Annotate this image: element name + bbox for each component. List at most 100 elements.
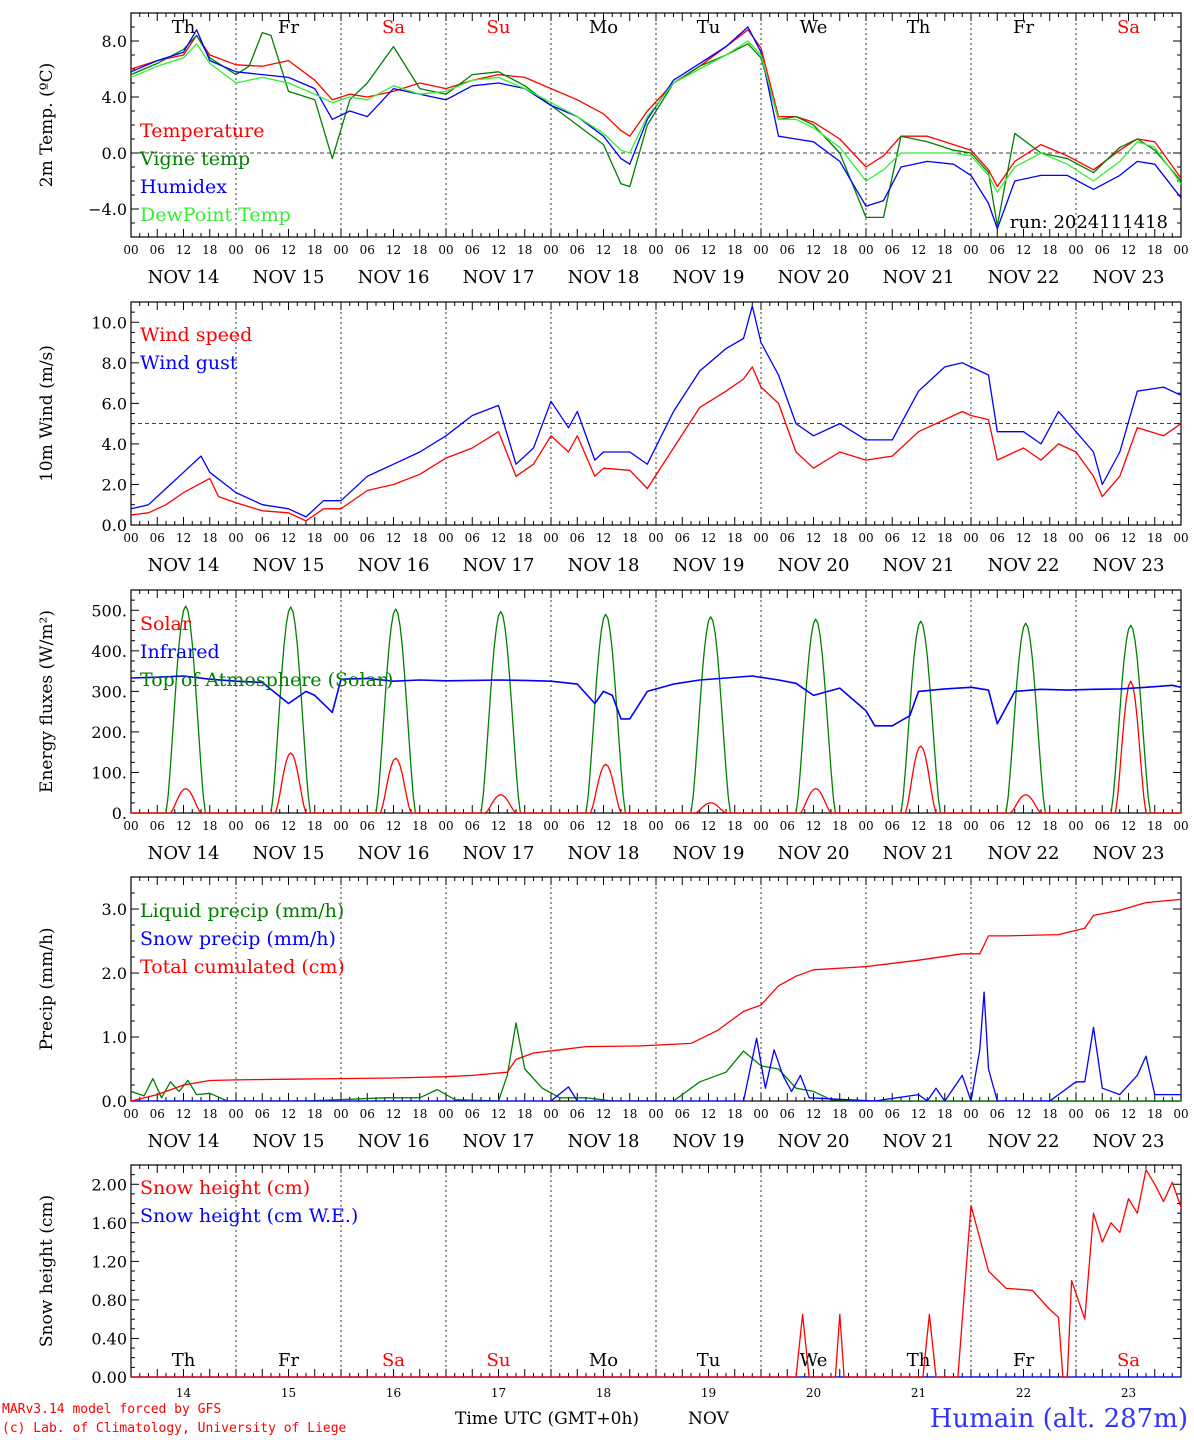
y-tick-label: 2.0 — [102, 964, 127, 983]
hour-tick-label: 12 — [491, 243, 506, 257]
y-axis-label: 2m Temp. (ºC) — [37, 63, 57, 188]
hour-tick-label: 18 — [1147, 243, 1162, 257]
panel-1: −4.0 0.0 4.0 8.0 2m Temp. (ºC) Th Fr Sa Su Mo Tu We… — [37, 12, 1189, 288]
hour-tick-label: 00 — [333, 243, 348, 257]
hour-tick-label: 00 — [753, 243, 768, 257]
hour-tick-label: 06 — [150, 819, 165, 833]
y-tick-label: 4.0 — [102, 88, 127, 107]
date-label: NOV 22 — [988, 267, 1060, 288]
hour-tick-label: 00 — [123, 1107, 138, 1121]
hour-tick-label: 18 — [937, 243, 952, 257]
hour-tick-label: 06 — [885, 819, 900, 833]
series-line — [131, 991, 1181, 1101]
legend-entry: Temperature — [140, 120, 264, 142]
hour-tick-label: 18 — [202, 531, 217, 545]
hour-tick-label: 00 — [543, 243, 558, 257]
hour-tick-label: 00 — [1173, 819, 1188, 833]
hour-tick-label: 06 — [780, 1107, 795, 1121]
hour-tick-label: 00 — [1068, 1107, 1083, 1121]
y-tick-label: 2.00 — [91, 1175, 127, 1194]
hour-tick-label: 18 — [1042, 1107, 1057, 1121]
hour-tick-label: 12 — [386, 1107, 401, 1121]
hour-tick-label: 06 — [675, 1107, 690, 1121]
date-label: NOV 19 — [673, 267, 745, 288]
series-line — [131, 680, 1181, 813]
hour-tick-label: 00 — [123, 819, 138, 833]
hour-tick-label: 18 — [727, 531, 742, 545]
hour-tick-label: 18 — [1042, 243, 1057, 257]
hour-tick-label: 12 — [386, 531, 401, 545]
hour-tick-label: 06 — [255, 819, 270, 833]
hour-tick-label: 06 — [780, 531, 795, 545]
hour-tick-label: 12 — [911, 1107, 926, 1121]
legend-entry: Infrared — [140, 641, 220, 663]
hour-tick-label: 06 — [360, 1107, 375, 1121]
date-label: NOV 17 — [463, 555, 535, 576]
hour-tick-label: 06 — [570, 531, 585, 545]
hour-tick-label: 06 — [780, 243, 795, 257]
hour-tick-label: 00 — [648, 531, 663, 545]
weekday-label: Sa — [1117, 17, 1140, 38]
date-label: NOV 17 — [463, 267, 535, 288]
hour-tick-label: 06 — [255, 243, 270, 257]
hour-tick-label: 18 — [1042, 531, 1057, 545]
hour-tick-label: 18 — [517, 819, 532, 833]
y-tick-label: 200. — [91, 723, 127, 742]
legend-entry: DewPoint Temp — [140, 204, 291, 226]
legend-entry: Solar — [140, 613, 192, 635]
hour-tick-label: 12 — [701, 531, 716, 545]
hour-tick-label: 00 — [858, 819, 873, 833]
hour-tick-label: 00 — [228, 531, 243, 545]
hour-tick-label: 18 — [1042, 819, 1057, 833]
hour-tick-label: 12 — [596, 531, 611, 545]
hour-tick-label: 00 — [963, 243, 978, 257]
hour-tick-label: 12 — [1016, 1107, 1031, 1121]
hour-tick-label: 06 — [990, 819, 1005, 833]
hour-tick-label: 18 — [622, 819, 637, 833]
hour-tick-label: 06 — [570, 243, 585, 257]
meteogram-panels: −4.0 0.0 4.0 8.0 2m Temp. (ºC) Th Fr Sa Su Mo Tu We… — [37, 12, 1189, 1400]
date-label: NOV 19 — [673, 1131, 745, 1152]
hour-tick-label: 06 — [1095, 243, 1110, 257]
panel-2: 0.0 2.0 4.0 6.0 8.0 10.0 10m Wind (m/s) 00 06 12 1… — [37, 301, 1189, 576]
hour-tick-label: 12 — [176, 819, 191, 833]
date-label: NOV 23 — [1093, 555, 1165, 576]
hour-tick-label: 12 — [701, 819, 716, 833]
weekday-label: Mo — [589, 1350, 618, 1371]
date-label: NOV 17 — [463, 843, 535, 864]
hour-tick-label: 06 — [675, 531, 690, 545]
hour-tick-label: 06 — [150, 531, 165, 545]
hour-tick-label: 06 — [360, 819, 375, 833]
date-label: NOV 19 — [673, 555, 745, 576]
date-label: NOV 20 — [778, 555, 850, 576]
hour-tick-label: 12 — [806, 1107, 821, 1121]
hour-tick-label: 12 — [1121, 243, 1136, 257]
date-label: NOV 18 — [568, 843, 640, 864]
series-line — [131, 366, 1181, 522]
hour-tick-label: 06 — [570, 819, 585, 833]
hour-tick-label: 06 — [1095, 1107, 1110, 1121]
hour-tick-label: 06 — [885, 531, 900, 545]
hour-tick-label: 06 — [360, 531, 375, 545]
hour-tick-label: 00 — [438, 531, 453, 545]
weekday-label: We — [800, 1350, 828, 1371]
series-line — [131, 605, 1181, 813]
hour-tick-label: 18 — [517, 243, 532, 257]
hour-tick-label: 12 — [1121, 1107, 1136, 1121]
date-label: NOV 16 — [358, 1131, 430, 1152]
y-tick-label: 3.0 — [102, 900, 127, 919]
date-label: NOV 16 — [358, 555, 430, 576]
hour-tick-label: 06 — [675, 243, 690, 257]
hour-tick-label: 18 — [937, 531, 952, 545]
day-number-label: 21 — [911, 1386, 926, 1400]
legend-entry: Snow height (cm W.E.) — [140, 1205, 358, 1227]
series-line — [131, 898, 1181, 1101]
hour-tick-label: 18 — [832, 1107, 847, 1121]
hour-tick-label: 06 — [465, 531, 480, 545]
hour-tick-label: 12 — [596, 819, 611, 833]
hour-tick-label: 00 — [858, 1107, 873, 1121]
hour-tick-label: 18 — [937, 819, 952, 833]
hour-tick-label: 18 — [202, 819, 217, 833]
hour-tick-label: 12 — [281, 531, 296, 545]
y-axis-label: Energy fluxes (W/m²) — [37, 610, 57, 793]
